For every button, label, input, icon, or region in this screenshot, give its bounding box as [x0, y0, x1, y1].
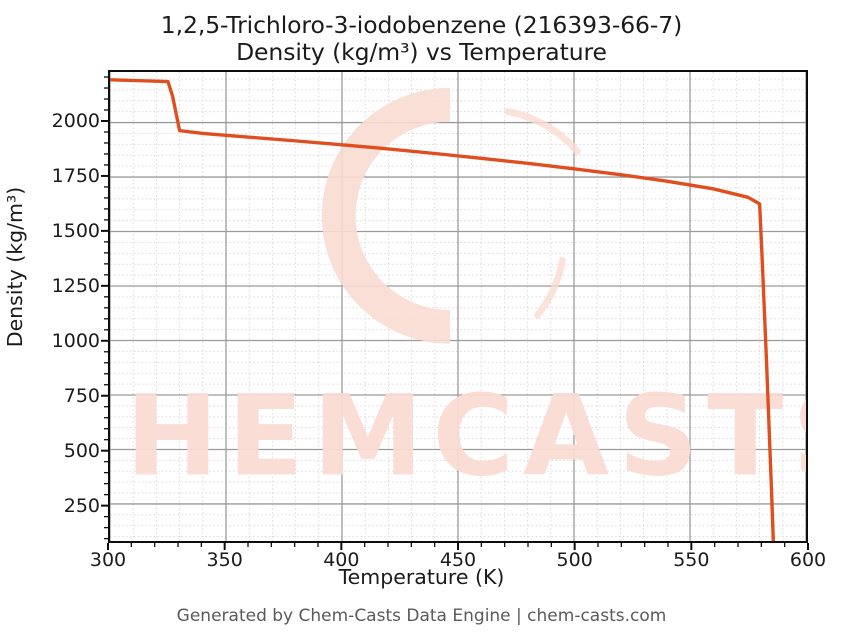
y-tick-label-2000: 2000	[51, 109, 100, 132]
x-tick-label-400: 400	[323, 549, 360, 571]
y-tick-label-1000: 1000	[51, 329, 100, 352]
x-tick-label-550: 550	[673, 549, 710, 571]
y-tick-label-1500: 1500	[51, 219, 100, 242]
watermark: CHEMCASTS	[110, 87, 806, 502]
y-tick-label-250: 250	[63, 494, 100, 517]
x-tick-label-600: 600	[789, 549, 827, 571]
footer-attribution: Generated by Chem-Casts Data Engine | ch…	[176, 606, 667, 626]
chart-title-line-1: 1,2,5-Trichloro-3-iodobenzene (216393-66…	[160, 11, 683, 39]
y-tick-label-750: 750	[63, 384, 100, 407]
chart-title: 1,2,5-Trichloro-3-iodobenzene (216393-66…	[0, 11, 843, 67]
x-tick-label-450: 450	[439, 549, 477, 571]
chart-title-line-2: Density (kg/m³) vs Temperature	[236, 38, 607, 67]
x-tick-label-300: 300	[89, 549, 127, 571]
y-tick-label-1250: 1250	[51, 274, 100, 297]
svg-text:CHEMCASTS: CHEMCASTS	[110, 373, 806, 502]
x-axis-label: Temperature (K)	[338, 565, 505, 589]
y-tick-label-500: 500	[63, 439, 100, 462]
x-tick-label-500: 500	[556, 549, 593, 571]
plot-area: CHEMCASTS	[108, 70, 808, 543]
y-axis-tick-labels: 250 500 750 1000 1250 1500 1750 2000	[8, 0, 100, 644]
y-tick-label-1750: 1750	[51, 164, 100, 187]
data-series	[110, 78, 776, 541]
x-tick-label-350: 350	[206, 549, 243, 571]
